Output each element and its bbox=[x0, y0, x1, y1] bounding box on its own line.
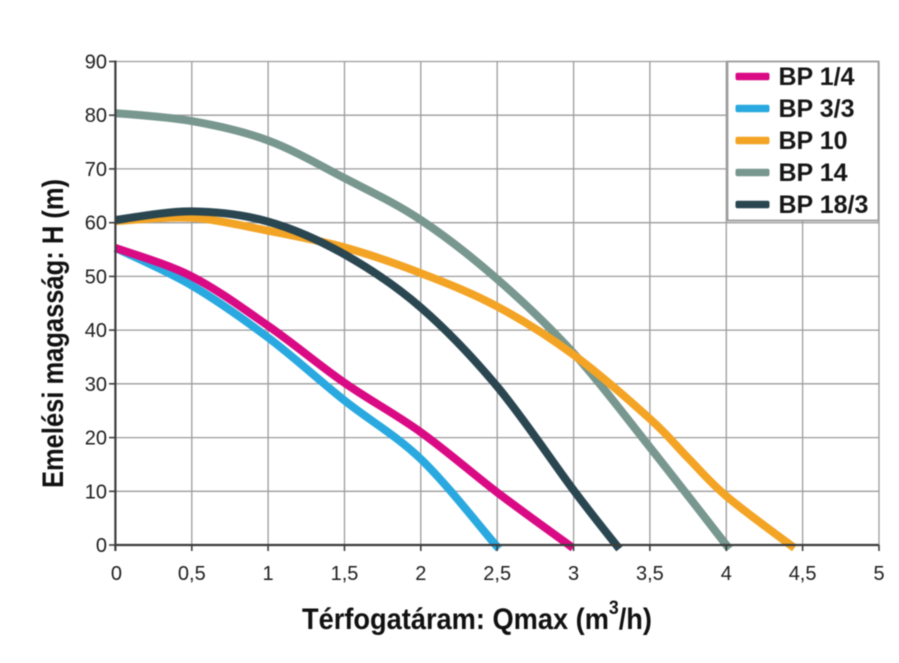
svg-text:2,5: 2,5 bbox=[483, 563, 511, 585]
svg-text:BP 18/3: BP 18/3 bbox=[779, 191, 869, 219]
svg-text:70: 70 bbox=[85, 159, 107, 181]
svg-text:BP 3/3: BP 3/3 bbox=[779, 95, 855, 123]
svg-text:3,5: 3,5 bbox=[636, 563, 664, 585]
svg-text:4,5: 4,5 bbox=[789, 563, 817, 585]
svg-text:Térfogatáram: Qmax (m3/h): Térfogatáram: Qmax (m3/h) bbox=[302, 597, 652, 636]
svg-text:4: 4 bbox=[721, 563, 732, 585]
svg-text:3: 3 bbox=[568, 563, 579, 585]
svg-text:BP 14: BP 14 bbox=[779, 159, 848, 187]
svg-text:BP 1/4: BP 1/4 bbox=[779, 63, 855, 91]
svg-text:BP 10: BP 10 bbox=[779, 127, 848, 155]
svg-text:0: 0 bbox=[96, 535, 107, 557]
svg-text:50: 50 bbox=[85, 266, 107, 288]
svg-text:1: 1 bbox=[263, 563, 274, 585]
svg-text:60: 60 bbox=[85, 213, 107, 235]
svg-text:90: 90 bbox=[85, 52, 107, 74]
svg-text:30: 30 bbox=[85, 374, 107, 396]
svg-text:20: 20 bbox=[85, 428, 107, 450]
svg-text:2: 2 bbox=[415, 563, 426, 585]
svg-text:5: 5 bbox=[873, 563, 884, 585]
svg-text:80: 80 bbox=[85, 105, 107, 127]
svg-text:1,5: 1,5 bbox=[331, 563, 359, 585]
svg-text:0: 0 bbox=[111, 563, 122, 585]
svg-text:Emelési magasság: H (m): Emelési magasság: H (m) bbox=[37, 179, 70, 488]
svg-text:10: 10 bbox=[85, 481, 107, 503]
svg-text:40: 40 bbox=[85, 320, 107, 342]
svg-text:0,5: 0,5 bbox=[178, 563, 206, 585]
